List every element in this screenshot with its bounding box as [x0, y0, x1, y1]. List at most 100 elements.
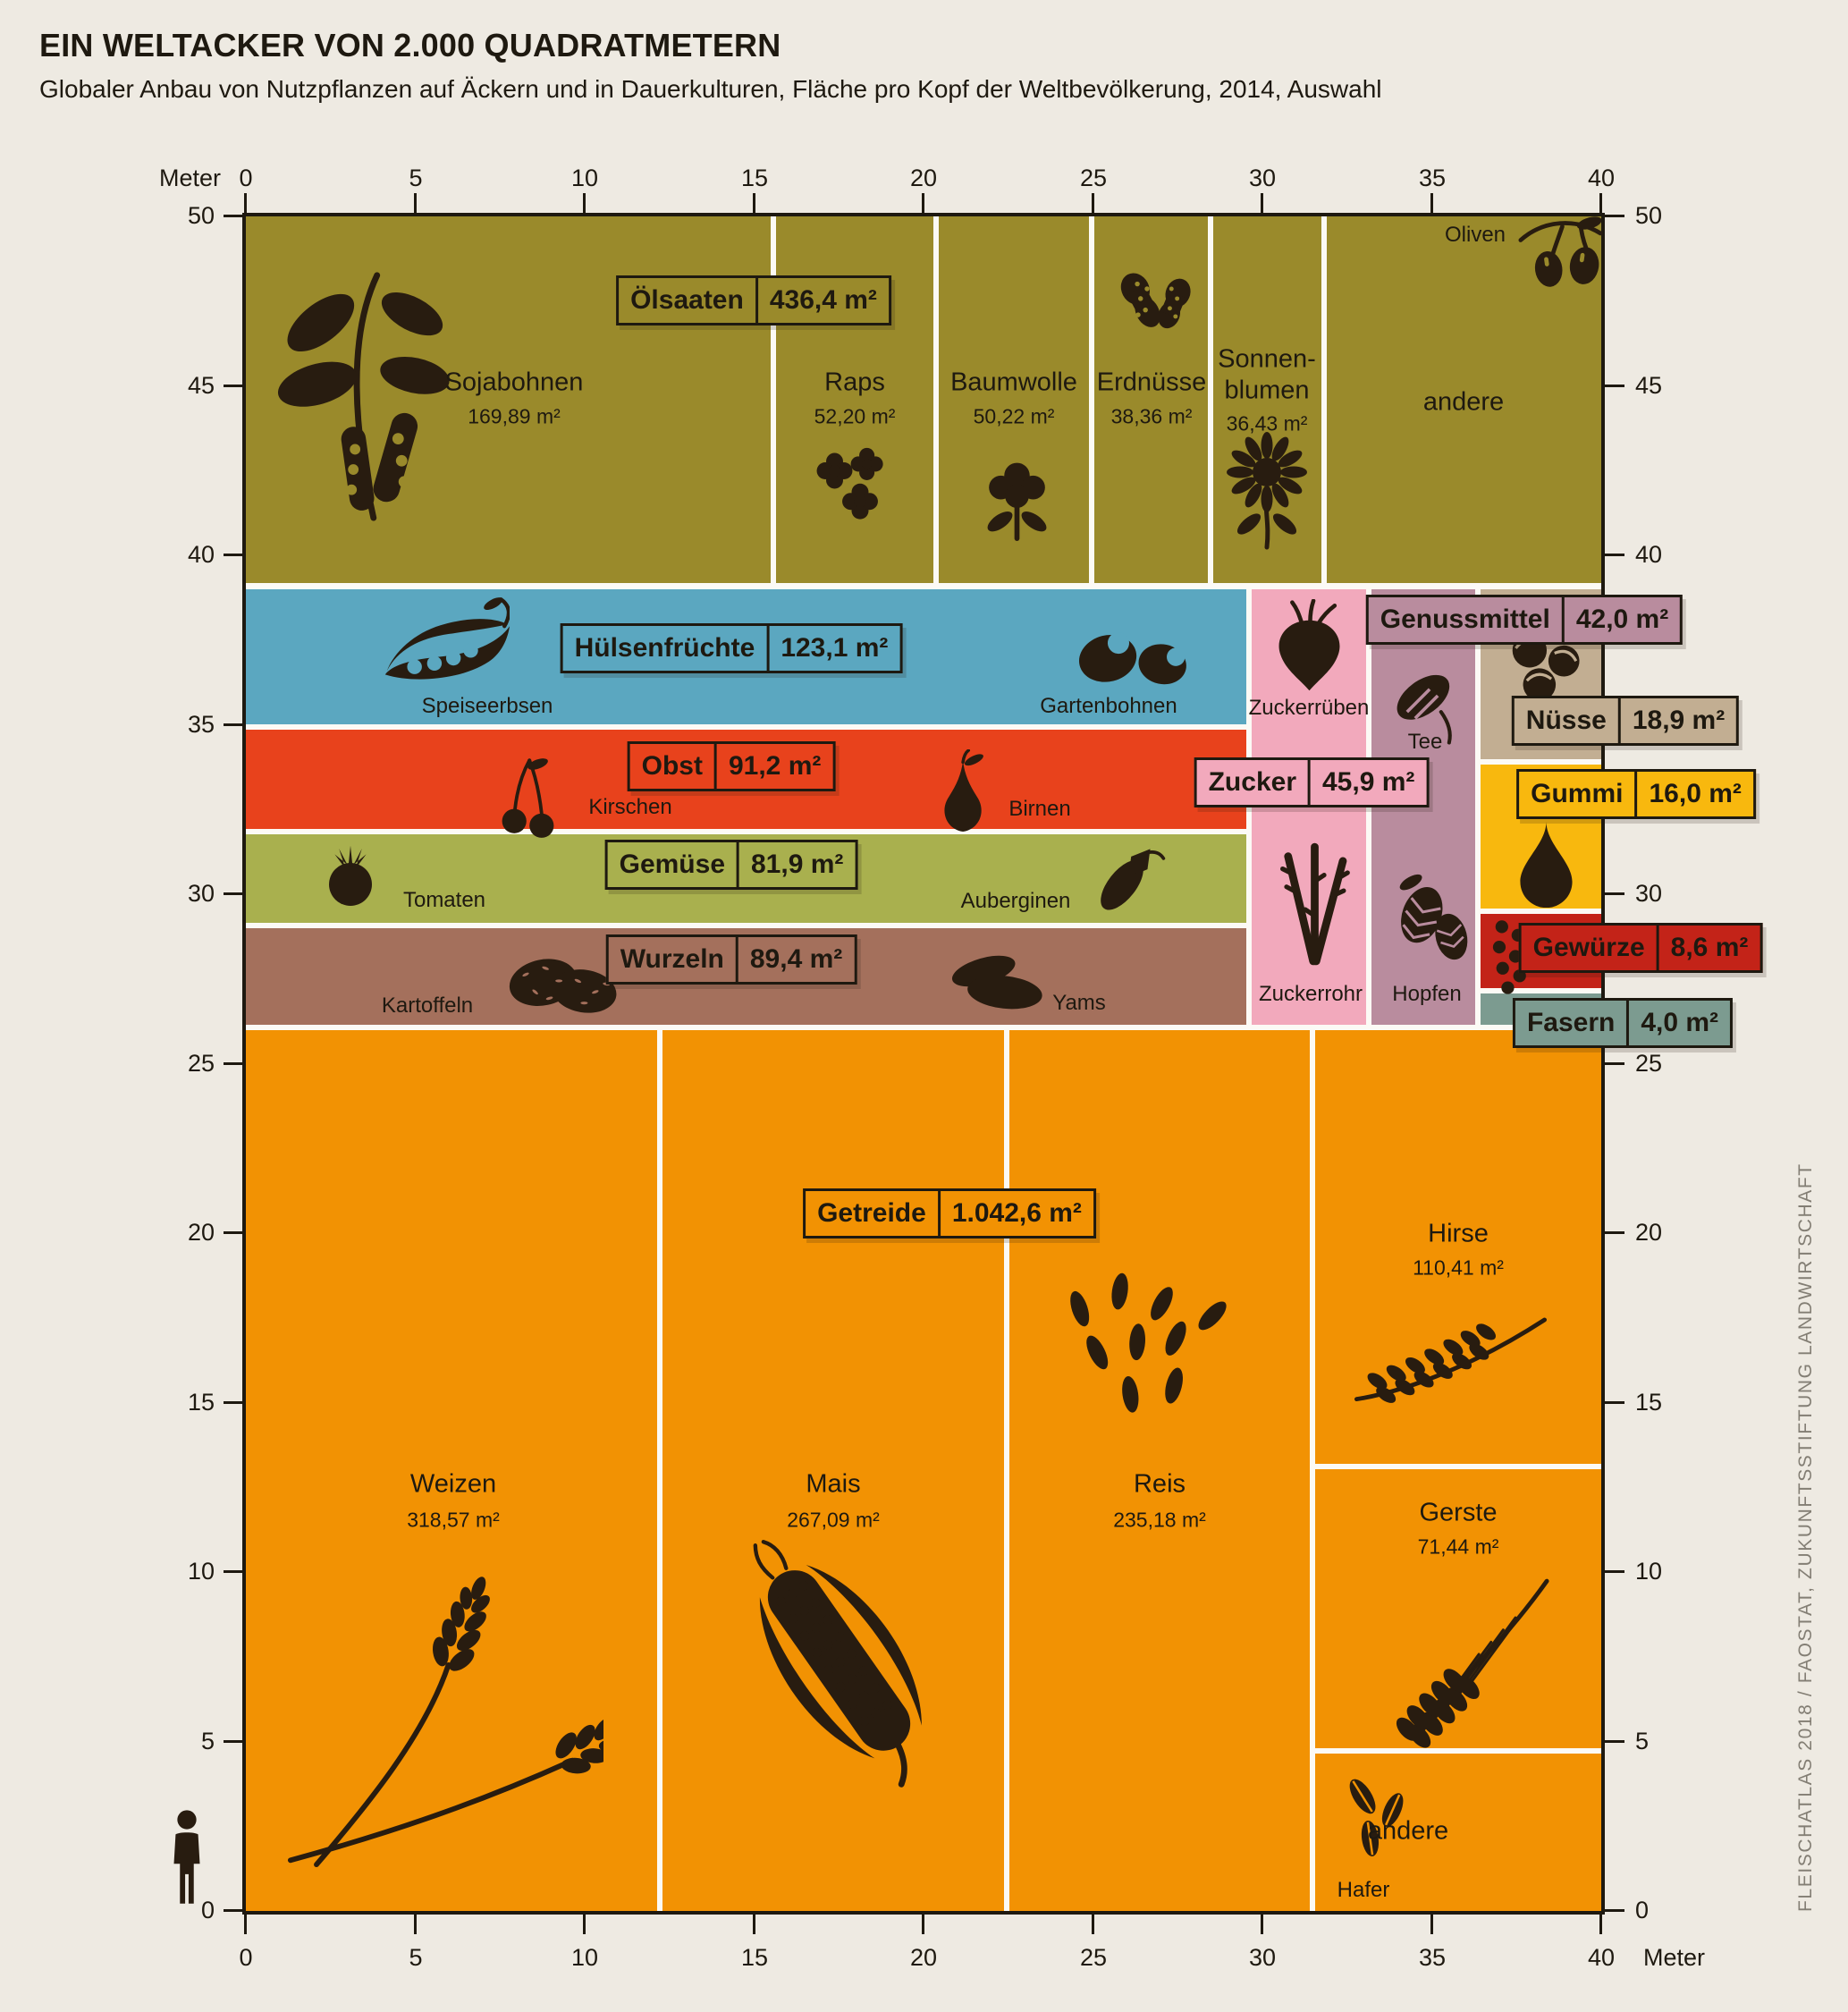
block-mais: [662, 1030, 1004, 1911]
tick-mark: [1605, 892, 1624, 895]
wheat-icon: [264, 1574, 603, 1869]
axis-tick-label: 25: [1079, 1944, 1108, 1971]
icon-caption-zuckerrohr: Zuckerrohr: [1258, 982, 1363, 1006]
axis-tick-label: 30: [1248, 1944, 1277, 1971]
field-plot: Ölsaaten 436,4 m² Hülsenfrüchte 123,1 m²…: [242, 213, 1763, 1915]
category-box-oelsaaten: Ölsaaten 436,4 m²: [616, 275, 891, 325]
category-value: 123,1 m²: [766, 626, 899, 671]
axis-tick-label: 45: [1635, 372, 1663, 399]
category-value: 89,4 m²: [735, 937, 854, 982]
category-box-gummi: Gummi 16,0 m²: [1516, 769, 1756, 819]
tomato-icon: [315, 841, 386, 914]
tick-mark: [224, 1740, 243, 1743]
crop-label-sojabohnen: Sojabohnen: [444, 368, 584, 397]
axis-tick-label: 30: [1248, 165, 1277, 191]
tick-mark: [1599, 193, 1602, 213]
tick-mark: [1261, 193, 1263, 213]
tick-mark: [414, 193, 417, 213]
rice-grains-icon: [1046, 1258, 1274, 1441]
rubber-drop-icon: [1513, 818, 1580, 908]
tick-mark: [224, 1570, 243, 1573]
crop-value-reis: 235,18 m²: [1113, 1508, 1206, 1532]
category-label: Wurzeln: [620, 944, 724, 974]
tick-mark: [1605, 1740, 1624, 1743]
tick-mark: [1605, 1401, 1624, 1404]
tick-mark: [1599, 1915, 1602, 1934]
tick-mark: [753, 1915, 755, 1934]
icon-caption-tomaten: Tomaten: [402, 888, 486, 912]
icon-caption-auberginen: Auberginen: [960, 889, 1071, 913]
category-value: 1.042,6 m²: [937, 1191, 1093, 1236]
axis-tick-label: 35: [187, 711, 215, 738]
category-box-genussmittel: Genussmittel 42,0 m²: [1365, 595, 1683, 645]
tick-mark: [1605, 215, 1624, 217]
crop-value-gerste: 71,44 m²: [1417, 1534, 1499, 1559]
sunflower-icon: [1222, 429, 1312, 554]
axis-tick-label: 35: [1418, 165, 1447, 191]
axis-tick-label: 10: [187, 1558, 215, 1585]
crop-value-baumwolle: 50,22 m²: [973, 404, 1055, 428]
crop-label-raps: Raps: [824, 368, 885, 397]
category-label: Gummi: [1531, 779, 1624, 808]
icon-caption-speiseerbsen: Speiseerbsen: [421, 694, 553, 718]
tick-mark: [224, 385, 243, 387]
axis-tick-label: 20: [1635, 1219, 1663, 1246]
tick-mark: [1261, 1915, 1263, 1934]
eggplant-icon: [1084, 836, 1169, 921]
category-value: 8,6 m²: [1656, 926, 1760, 970]
crop-label-oelsaaten-andere: andere: [1422, 387, 1505, 417]
axis-tick-label: 0: [239, 1944, 253, 1971]
axis-tick-label: 0: [1635, 1897, 1650, 1923]
corn-cob-icon: [688, 1513, 983, 1808]
axis-tick-label: 5: [409, 1944, 423, 1971]
tick-mark: [1605, 554, 1624, 556]
tick-mark: [583, 1915, 586, 1934]
category-value: 18,9 m²: [1617, 698, 1736, 743]
axis-tick-label: 40: [1587, 165, 1616, 191]
source-note: FLEISCHATLAS 2018 / FAOSTAT, ZUKUNFTSSTI…: [1795, 1162, 1816, 1912]
category-label: Zucker: [1208, 767, 1296, 797]
oats-icon: [1328, 1768, 1422, 1862]
axis-tick-label: 20: [909, 165, 938, 191]
tick-mark: [1092, 193, 1094, 213]
crop-label-erdnuesse: Erdnüsse: [1096, 368, 1207, 397]
axis-tick-label: 40: [1635, 541, 1663, 568]
axis-tick-label: 5: [409, 165, 423, 191]
axis-tick-label: 25: [187, 1050, 215, 1077]
axis-tick-label: 30: [1635, 880, 1663, 907]
axis-tick-label: 35: [1418, 1944, 1447, 1971]
barley-icon: [1381, 1576, 1551, 1763]
category-box-huelsenfruechte: Hülsenfrüchte 123,1 m²: [560, 623, 903, 673]
axis-tick-label: 0: [200, 1897, 215, 1923]
category-label: Hülsenfrüchte: [574, 633, 755, 663]
crop-label-gerste: Gerste: [1419, 1498, 1498, 1527]
tick-mark: [583, 193, 586, 213]
tea-leaf-icon: [1384, 662, 1469, 747]
category-label: Fasern: [1526, 1008, 1616, 1037]
tick-mark: [224, 1231, 243, 1234]
tick-mark: [224, 1401, 243, 1404]
category-value: 436,4 m²: [755, 278, 889, 323]
tick-mark: [224, 892, 243, 895]
category-label: Getreide: [817, 1198, 926, 1228]
category-value: 4,0 m²: [1626, 1001, 1730, 1045]
tick-mark: [1092, 1915, 1094, 1934]
millet-icon: [1350, 1294, 1551, 1415]
category-box-fasern: Fasern 4,0 m²: [1512, 998, 1734, 1048]
axis-tick-label: 5: [1635, 1728, 1650, 1754]
category-label: Ölsaaten: [630, 285, 744, 315]
block-erdnuesse: [1094, 216, 1208, 583]
tick-mark: [244, 193, 247, 213]
crop-value-hirse: 110,41 m²: [1413, 1255, 1504, 1280]
crop-label-sonnenblumen-1: Sonnen-: [1218, 344, 1316, 374]
category-value: 16,0 m²: [1634, 772, 1752, 816]
axis-tick-label: 40: [187, 541, 215, 568]
category-box-zucker: Zucker 45,9 m²: [1194, 757, 1430, 807]
sugar-beet-icon: [1262, 599, 1356, 693]
axis-tick-label: 15: [740, 165, 769, 191]
yam-icon: [930, 943, 1051, 1017]
tick-mark: [922, 193, 924, 213]
crop-value-erdnuesse: 38,36 m²: [1110, 404, 1193, 428]
sugar-cane-icon: [1268, 827, 1362, 975]
